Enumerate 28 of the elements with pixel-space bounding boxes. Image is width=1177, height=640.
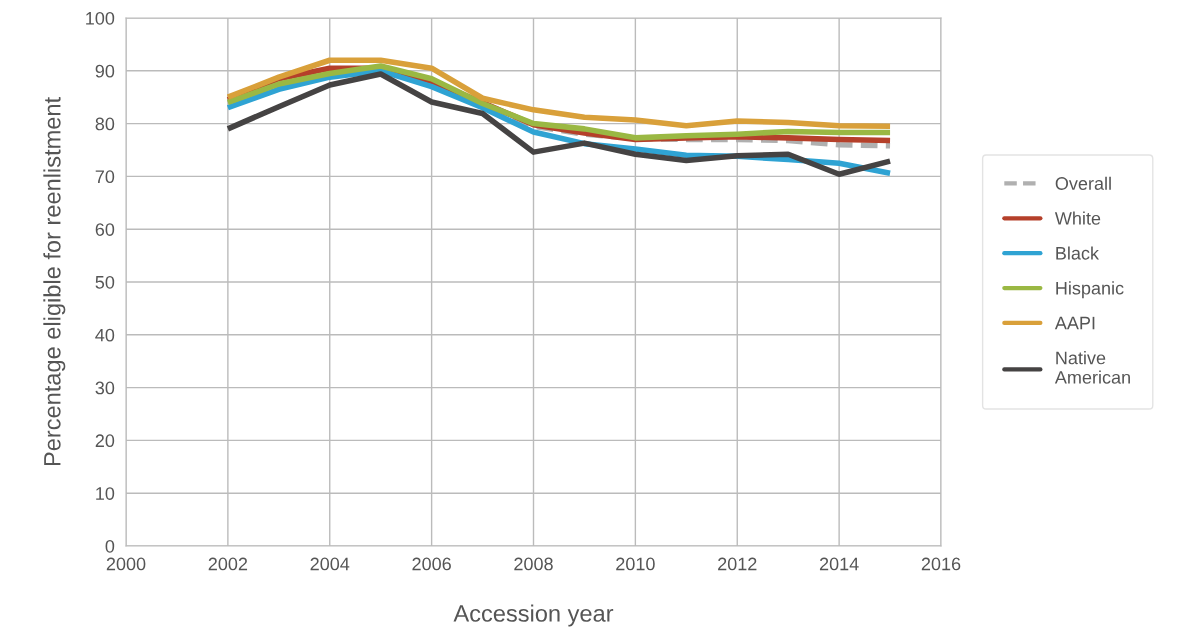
legend-label: AAPI (1054, 316, 1095, 330)
x-tick-label: 2004 (310, 557, 350, 571)
x-tick-label: 2006 (412, 557, 451, 571)
legend-label: Native American (1054, 351, 1130, 384)
x-axis-title: Accession year (453, 604, 614, 627)
y-tick-label: 30 (95, 381, 115, 395)
y-tick-label: 80 (95, 117, 115, 131)
x-tick-label: 2000 (106, 557, 146, 571)
y-tick-label: 20 (95, 434, 115, 448)
legend-label: Black (1056, 246, 1100, 260)
y-axis-title: Percentage eligible for reenlistment (43, 97, 66, 466)
legend-label: Hispanic (1056, 281, 1124, 299)
y-tick-label: 60 (95, 223, 115, 236)
y-tick-label: 0 (105, 539, 115, 553)
y-tick-label: 50 (95, 275, 115, 289)
x-tick-label: 2010 (616, 557, 655, 571)
x-tick-label: 2014 (819, 557, 859, 571)
x-tick-label: 2002 (208, 557, 248, 571)
y-tick-label: 40 (95, 328, 115, 342)
legend-label: White (1054, 211, 1101, 225)
legend-label: Overall (1055, 176, 1111, 190)
x-tick-label: 2016 (921, 557, 961, 571)
y-tick-label: 70 (95, 170, 115, 184)
x-tick-label: 2008 (514, 557, 553, 571)
y-tick-label: 90 (95, 64, 115, 78)
y-tick-label: 10 (96, 487, 115, 500)
y-tick-label: 100 (86, 11, 115, 25)
x-tick-label: 2012 (718, 557, 757, 571)
